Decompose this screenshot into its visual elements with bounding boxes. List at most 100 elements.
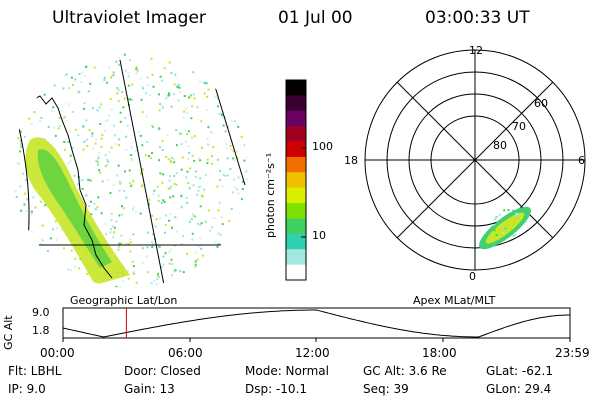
- emission-pixel: [110, 219, 113, 222]
- emission-pixel: [218, 201, 221, 204]
- seq-info: Seq: 39: [363, 382, 409, 396]
- emission-pixel: [190, 136, 193, 139]
- emission-pixel: [90, 213, 93, 216]
- emission-pixel: [116, 174, 119, 177]
- emission-pixel: [96, 206, 99, 209]
- emission-pixel: [110, 76, 112, 79]
- emission-pixel: [157, 274, 159, 277]
- emission-pixel: [119, 120, 122, 123]
- emission-pixel: [60, 229, 63, 232]
- emission-pixel: [103, 79, 106, 81]
- emission-pixel: [184, 129, 187, 132]
- emission-pixel: [53, 84, 56, 87]
- emission-pixel: [30, 210, 33, 213]
- emission-pixel: [86, 145, 89, 147]
- emission-pixel: [96, 109, 99, 112]
- emission-pixel: [210, 131, 213, 134]
- emission-pixel: [244, 199, 247, 202]
- emission-pixel: [200, 247, 203, 250]
- emission-pixel: [525, 220, 528, 223]
- emission-pixel: [217, 243, 220, 246]
- emission-pixel: [494, 225, 497, 228]
- emission-pixel: [230, 148, 233, 151]
- emission-pixel: [94, 142, 97, 145]
- emission-pixel: [168, 92, 170, 95]
- emission-pixel: [194, 170, 197, 173]
- emission-pixel: [150, 282, 153, 285]
- emission-pixel: [109, 192, 112, 194]
- emission-pixel: [117, 88, 120, 91]
- emission-pixel: [118, 63, 120, 66]
- emission-pixel: [131, 83, 134, 86]
- emission-pixel: [41, 239, 44, 242]
- emission-pixel: [70, 76, 73, 79]
- emission-pixel: [221, 223, 224, 226]
- emission-pixel: [86, 138, 89, 141]
- emission-pixel: [162, 173, 165, 176]
- gc-alt-info: GC Alt: 3.6 Re: [363, 364, 447, 378]
- mlt-label-12: 12: [469, 44, 483, 57]
- emission-pixel: [493, 224, 496, 226]
- emission-pixel: [169, 196, 172, 199]
- emission-pixel: [129, 241, 132, 244]
- emission-pixel: [180, 206, 183, 209]
- emission-pixel: [161, 181, 164, 184]
- auroral-oval-core: [37, 149, 112, 268]
- emission-pixel: [206, 95, 208, 98]
- emission-pixel: [221, 185, 224, 188]
- emission-pixel: [173, 83, 176, 86]
- emission-pixel: [144, 154, 147, 157]
- emission-pixel: [517, 225, 519, 228]
- emission-pixel: [193, 97, 196, 100]
- emission-pixel: [130, 184, 133, 187]
- emission-pixel: [39, 200, 42, 203]
- emission-pixel: [39, 242, 42, 245]
- altitude-xtick: 18:00: [422, 346, 457, 360]
- emission-pixel: [168, 219, 171, 222]
- emission-pixel: [207, 88, 210, 91]
- emission-pixel: [140, 173, 143, 176]
- emission-pixel: [157, 128, 160, 131]
- emission-pixel: [81, 188, 84, 190]
- emission-pixel: [25, 210, 28, 212]
- emission-pixel: [169, 175, 172, 178]
- emission-pixel: [172, 280, 175, 282]
- emission-pixel: [124, 69, 127, 72]
- emission-pixel: [131, 146, 133, 149]
- emission-pixel: [145, 255, 148, 258]
- emission-pixel: [105, 164, 108, 167]
- colorbar-swatch: [286, 249, 306, 266]
- emission-pixel: [237, 125, 240, 128]
- emission-pixel: [109, 231, 112, 234]
- emission-pixel: [153, 189, 155, 192]
- emission-pixel: [176, 85, 179, 88]
- emission-pixel: [110, 213, 113, 215]
- emission-pixel: [124, 170, 126, 173]
- emission-pixel: [95, 159, 98, 162]
- emission-pixel: [123, 97, 126, 100]
- emission-pixel: [232, 149, 235, 152]
- emission-pixel: [74, 128, 77, 131]
- emission-pixel: [85, 66, 87, 68]
- emission-pixel: [78, 267, 81, 270]
- emission-pixel: [30, 123, 33, 125]
- emission-pixel: [74, 265, 77, 268]
- emission-pixel: [126, 124, 129, 127]
- emission-pixel: [161, 140, 164, 143]
- emission-pixel: [120, 181, 123, 184]
- emission-pixel: [69, 154, 72, 157]
- altitude-xtick: 23:59: [555, 346, 590, 360]
- emission-pixel: [84, 74, 87, 77]
- emission-pixel: [129, 182, 131, 184]
- emission-pixel: [243, 159, 246, 162]
- emission-pixel: [187, 130, 190, 133]
- emission-pixel: [234, 120, 236, 123]
- emission-pixel: [148, 201, 151, 204]
- emission-pixel: [193, 159, 196, 162]
- emission-pixel: [146, 246, 149, 249]
- altitude-xtick: 00:00: [40, 346, 75, 360]
- emission-pixel: [20, 143, 23, 146]
- emission-pixel: [204, 220, 207, 223]
- emission-pixel: [196, 193, 199, 196]
